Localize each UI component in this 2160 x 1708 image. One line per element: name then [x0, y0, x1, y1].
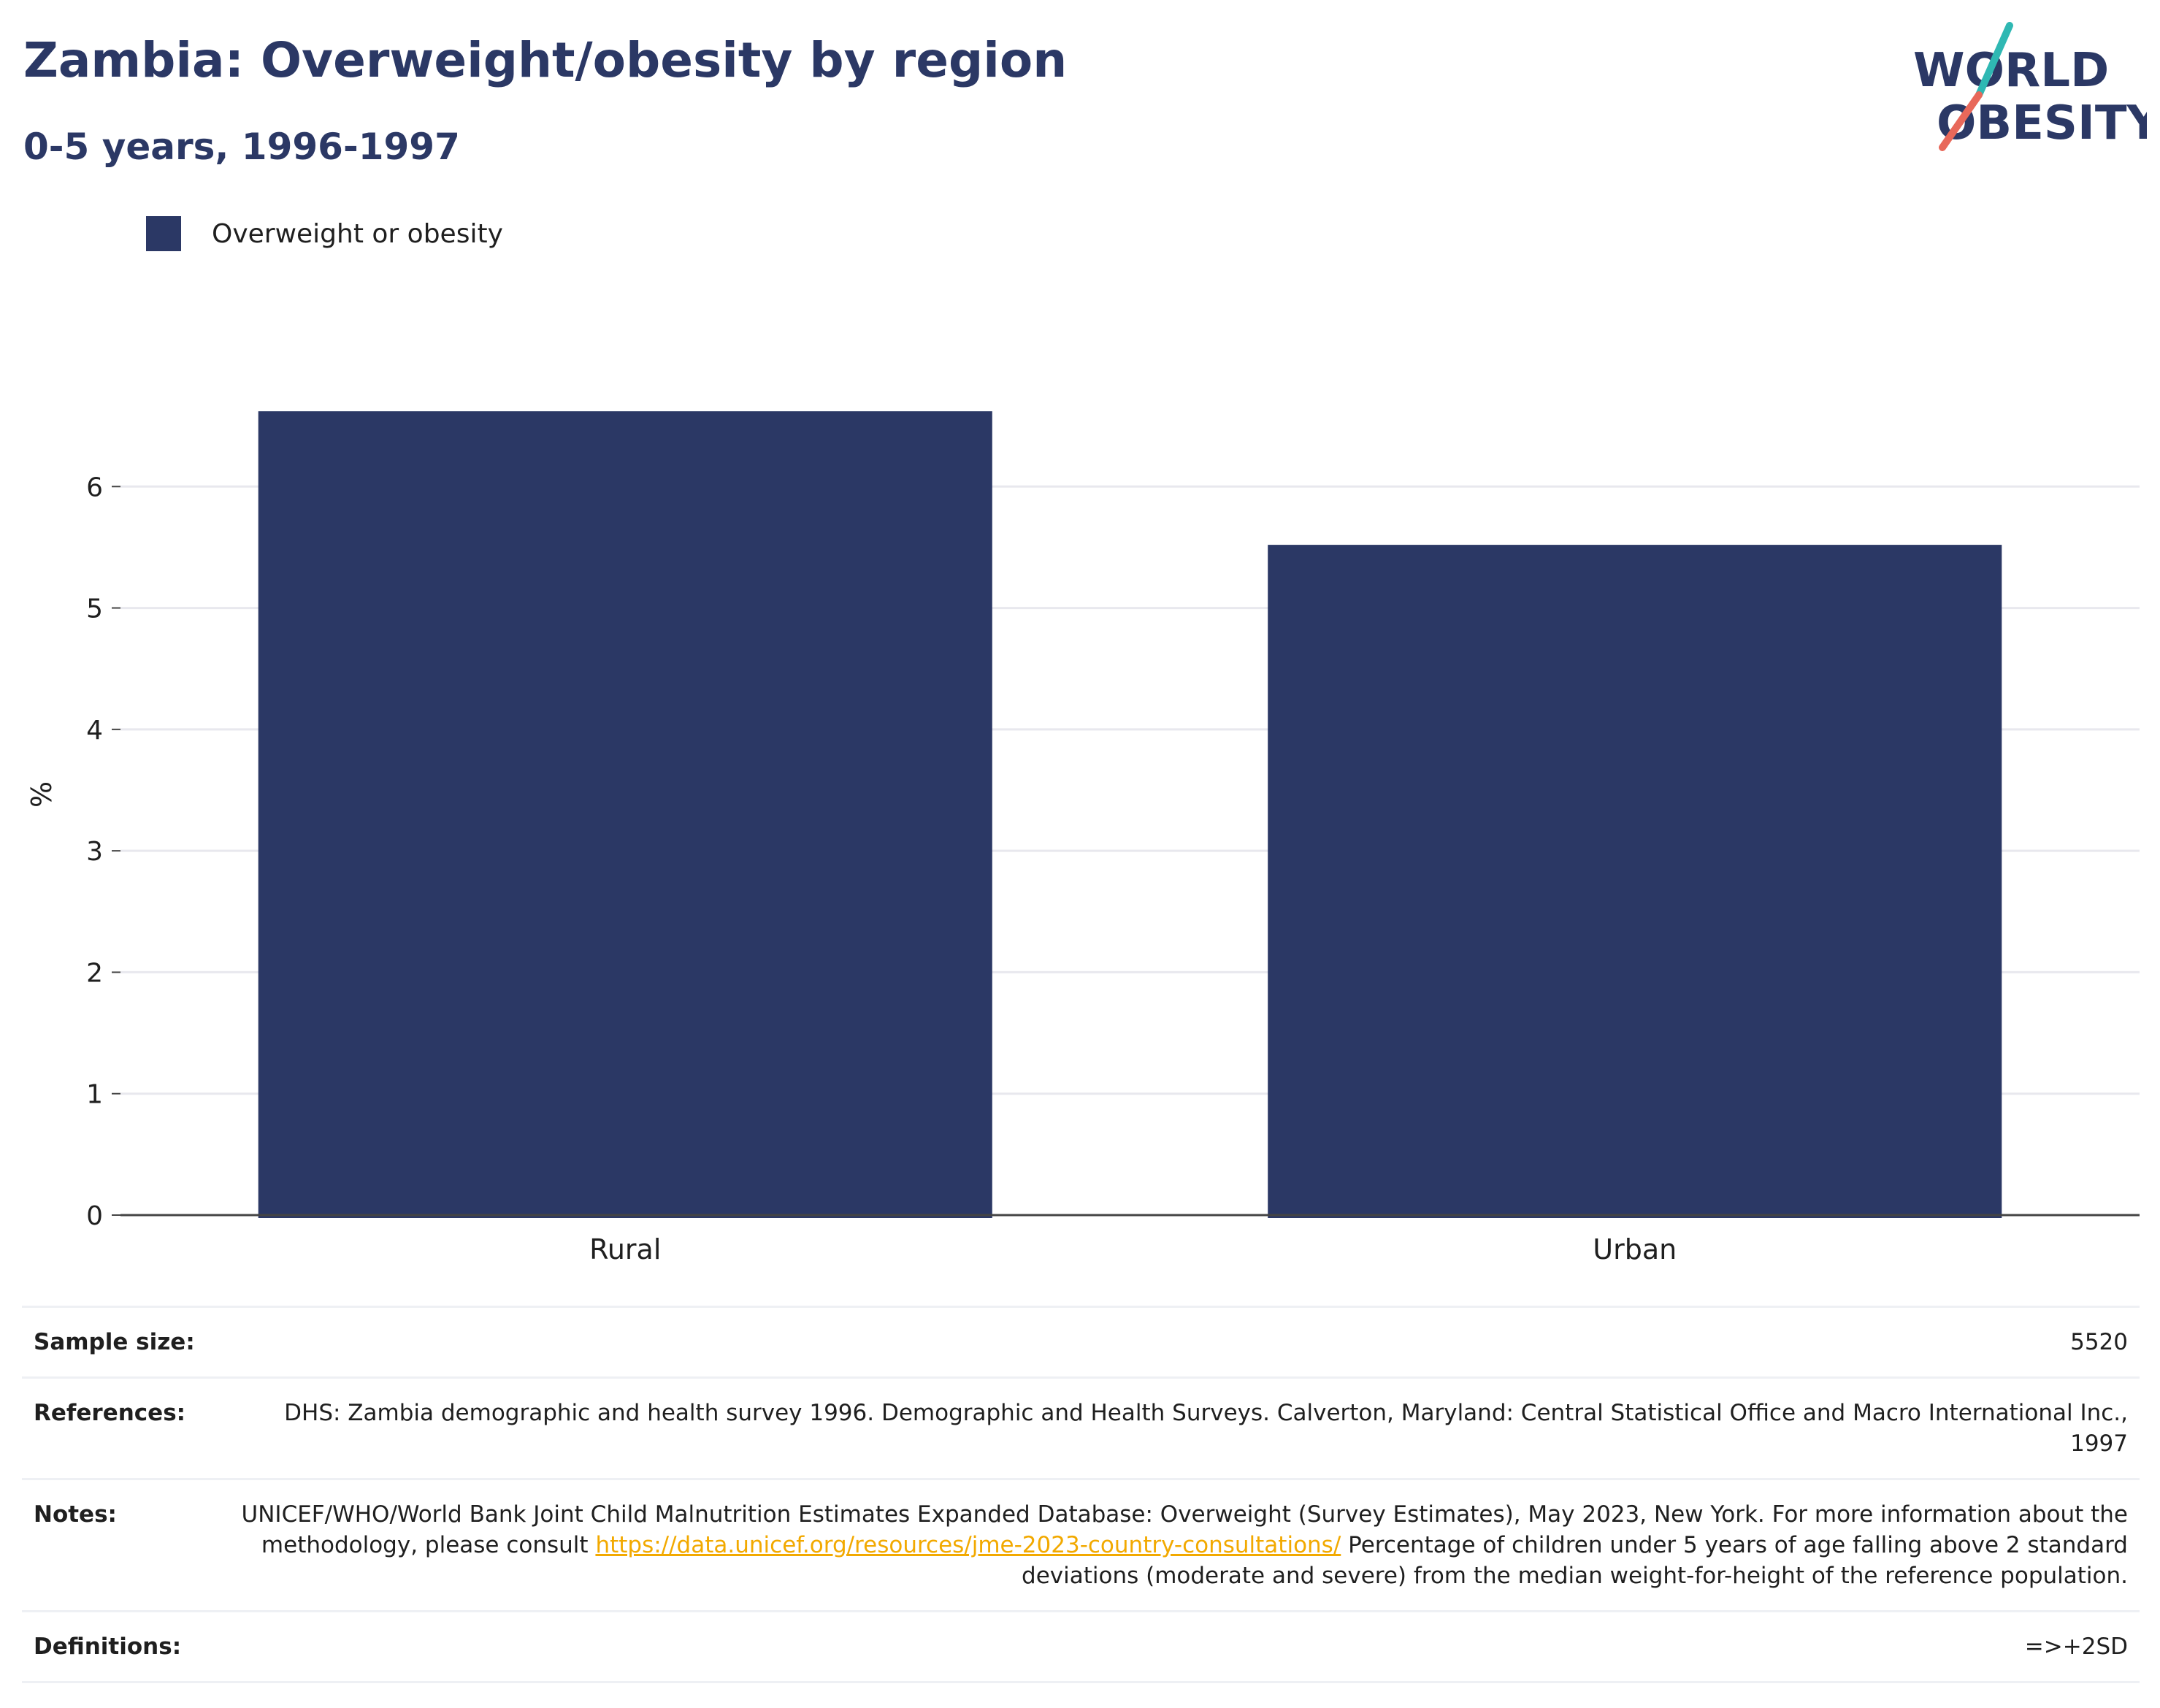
bar-chart: 0 1 2 3 4 5 6 Rural Urban %: [26, 411, 2140, 1265]
sample-size-label: Sample size:: [34, 1329, 195, 1355]
bar-urban: [1268, 545, 2002, 1218]
x-tick-label: Rural: [589, 1233, 661, 1265]
notes-label: Notes:: [34, 1501, 117, 1528]
legend-label: Overweight or obesity: [212, 218, 503, 249]
chart-legend: Overweight or obesity: [146, 216, 503, 251]
info-row-sample-size: Sample size: 5520: [22, 1306, 2140, 1376]
info-table: Sample size: 5520 References: DHS: Zambi…: [22, 1306, 2140, 1683]
y-axis-label: %: [26, 781, 58, 808]
logo-slash-coral: [1939, 91, 1983, 151]
references-label: References:: [34, 1400, 186, 1426]
x-tick-label: Urban: [1593, 1233, 1677, 1265]
page-title: Zambia: Overweight/obesity by region: [23, 32, 1068, 88]
definitions-value: =>+2SD: [2024, 1634, 2128, 1660]
y-tick-label: 6: [86, 472, 103, 502]
y-tick-label: 5: [86, 594, 103, 624]
notes-value: UNICEF/WHO/World Bank Joint Child Malnut…: [161, 1499, 2128, 1591]
references-value: DHS: Zambia demographic and health surve…: [284, 1400, 2128, 1457]
notes-text-2: Percentage of children under 5 years of …: [1022, 1532, 2128, 1589]
definitions-label: Definitions:: [34, 1634, 182, 1660]
page-subtitle: 0-5 years, 1996-1997: [23, 126, 460, 168]
bar-rural: [258, 411, 992, 1218]
world-obesity-logo: WORLD OBESITY: [1913, 22, 2147, 151]
notes-text-1: UNICEF/WHO/World Bank Joint Child Malnut…: [241, 1501, 2128, 1558]
logo-slash-teal: [1975, 22, 2013, 99]
y-tick-label: 0: [86, 1201, 103, 1231]
y-tick-label: 4: [86, 716, 103, 746]
info-row-references: References: DHS: Zambia demographic and …: [22, 1376, 2140, 1478]
y-tick-label: 2: [86, 958, 103, 988]
y-tick-label: 1: [86, 1080, 103, 1110]
axes: 0 1 2 3 4 5 6 Rural Urban: [86, 472, 2140, 1265]
sample-size-value: 5520: [2070, 1329, 2128, 1355]
logo-line-world: WORLD: [1913, 44, 2109, 98]
legend-swatch: [146, 216, 181, 251]
notes-link[interactable]: https://data.unicef.org/resources/jme-20…: [595, 1532, 1341, 1558]
info-row-definitions: Definitions: =>+2SD: [22, 1610, 2140, 1683]
info-row-notes: Notes: UNICEF/WHO/World Bank Joint Child…: [22, 1478, 2140, 1610]
bars: [258, 411, 2002, 1218]
y-tick-label: 3: [86, 837, 103, 867]
